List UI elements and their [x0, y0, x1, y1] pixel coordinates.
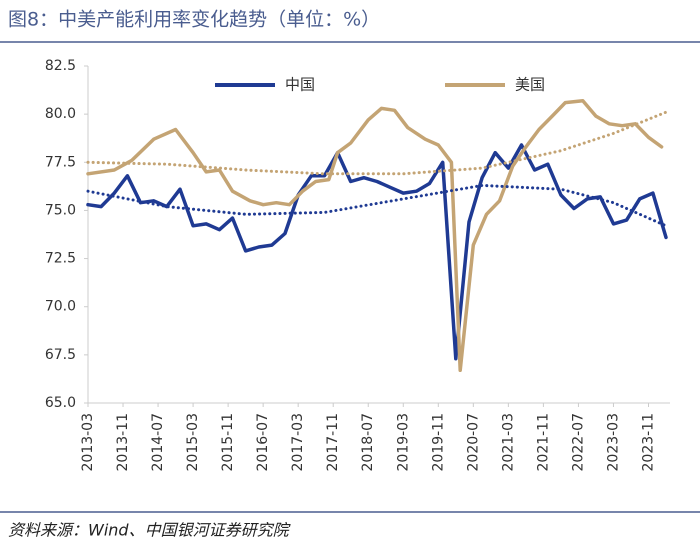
legend-label: 美国	[515, 76, 545, 94]
source-note: 资料来源：Wind、中国银河证券研究院	[8, 521, 292, 540]
y-tick-label: 65.0	[45, 395, 76, 411]
x-tick-label: 2013-03	[80, 413, 96, 472]
y-tick-label: 67.5	[45, 347, 76, 363]
y-tick-label: 80.0	[45, 106, 76, 122]
x-tick-label: 2017-11	[325, 413, 341, 472]
trend-line	[86, 110, 668, 176]
trend-line	[86, 183, 668, 228]
series-line	[86, 98, 664, 373]
x-tick-label: 2018-07	[360, 413, 376, 472]
x-tick-label: 2020-07	[465, 413, 481, 472]
x-tick-label: 2023-03	[605, 413, 621, 472]
y-tick-label: 82.5	[45, 58, 76, 74]
y-tick-label: 77.5	[45, 154, 76, 170]
x-tick-label: 2016-07	[255, 413, 271, 472]
x-tick-label: 2022-07	[570, 413, 586, 472]
x-tick-label: 2023-11	[640, 413, 656, 472]
x-tick-label: 2015-03	[185, 413, 201, 472]
series-line	[86, 143, 668, 361]
x-tick-label: 2021-03	[500, 413, 516, 472]
legend-label: 中国	[285, 76, 315, 94]
x-tick-label: 2021-11	[535, 413, 551, 472]
chart-title: 图8：中美产能利用率变化趋势（单位：%）	[8, 9, 380, 31]
x-tick-label: 2014-07	[150, 413, 166, 472]
x-tick-label: 2017-03	[290, 413, 306, 472]
x-tick-label: 2013-11	[115, 413, 131, 472]
x-tick-label: 2019-11	[430, 413, 446, 472]
y-tick-label: 70.0	[45, 299, 76, 315]
x-tick-label: 2019-03	[395, 413, 411, 472]
x-tick-label: 2015-11	[220, 413, 236, 472]
y-tick-label: 72.5	[45, 251, 76, 267]
y-tick-label: 75.0	[45, 202, 76, 218]
